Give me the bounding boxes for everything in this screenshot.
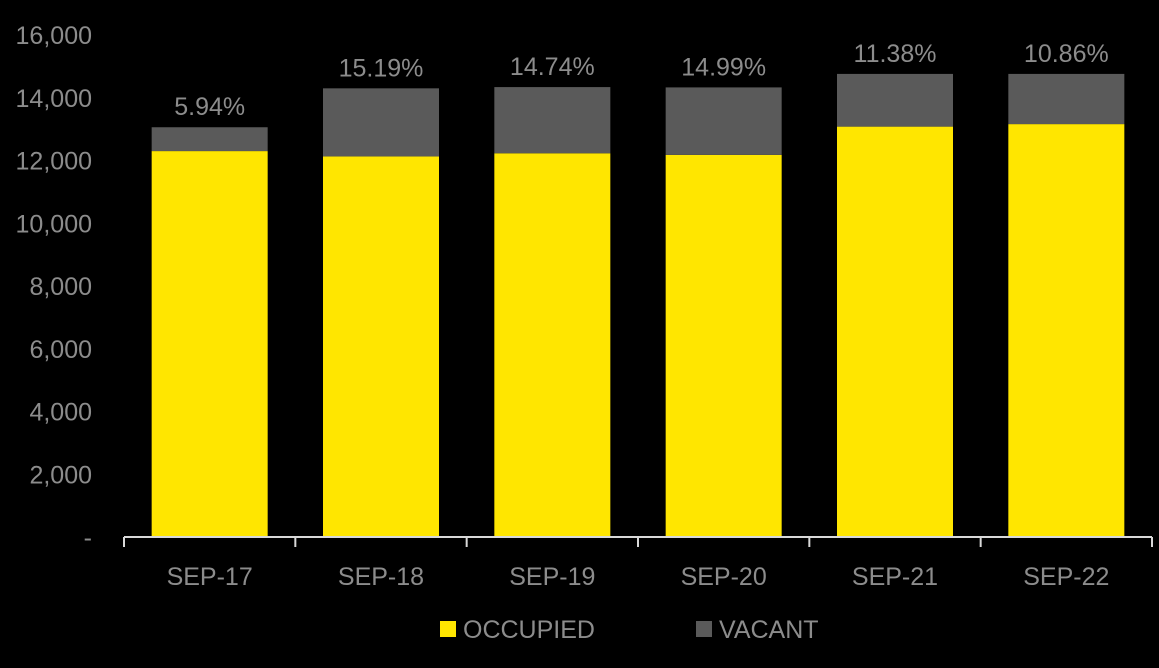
bar-series (151, 73, 1125, 538)
bar-occupied-sep-20 (665, 154, 782, 538)
bar-data-label: 10.86% (1024, 40, 1109, 68)
y-tick-label: - (84, 524, 92, 552)
legend-label-occupied: OCCUPIED (463, 616, 595, 644)
bar-vacant-sep-17 (151, 127, 268, 152)
bar-data-labels: 5.94% 15.19% 14.74% 14.99% 11.38% 10.86% (174, 40, 1109, 121)
x-category-label: SEP-22 (1023, 563, 1109, 591)
x-category-label: SEP-18 (338, 563, 424, 591)
bar-vacant-sep-21 (837, 73, 953, 127)
x-category-label: SEP-19 (509, 563, 595, 591)
bar-data-label: 14.74% (510, 53, 595, 81)
bar-vacant-sep-19 (494, 87, 611, 154)
y-tick-label: 10,000 (16, 210, 92, 238)
bar-occupied-sep-18 (323, 156, 439, 537)
bar-occupied-sep-19 (494, 153, 611, 537)
x-category-label: SEP-20 (681, 563, 767, 591)
x-category-label: SEP-21 (852, 563, 938, 591)
bar-data-label: 14.99% (681, 53, 766, 81)
y-tick-label: 8,000 (29, 273, 92, 301)
bar-data-label: 11.38% (854, 40, 937, 68)
y-tick-label: 4,000 (29, 399, 92, 427)
legend-swatch-occupied (440, 621, 456, 637)
chart-legend: OCCUPIED VACANT (440, 616, 819, 644)
bar-vacant-sep-20 (665, 87, 782, 155)
bar-data-label: 5.94% (174, 93, 245, 121)
bar-occupied-sep-21 (837, 126, 953, 538)
bar-vacant-sep-18 (323, 88, 439, 157)
x-axis (123, 536, 1153, 547)
bar-data-label: 15.19% (339, 54, 424, 82)
bar-occupied-sep-22 (1008, 124, 1125, 537)
bar-vacant-sep-22 (1008, 73, 1125, 125)
bar-occupied-sep-17 (151, 151, 268, 537)
y-tick-label: 2,000 (29, 461, 92, 489)
legend-label-vacant: VACANT (719, 616, 819, 644)
y-tick-label: 14,000 (16, 85, 92, 113)
x-axis-category-labels: SEP-17 SEP-18 SEP-19 SEP-20 SEP-21 SEP-22 (167, 563, 1110, 591)
y-tick-label: 6,000 (29, 336, 92, 364)
y-axis-tick-labels: - 2,000 4,000 6,000 8,000 10,000 12,000 14,000 1… (16, 22, 92, 552)
legend-swatch-vacant (696, 621, 712, 637)
y-tick-label: 12,000 (16, 148, 92, 176)
x-category-label: SEP-17 (167, 563, 253, 591)
y-tick-label: 16,000 (16, 22, 92, 50)
